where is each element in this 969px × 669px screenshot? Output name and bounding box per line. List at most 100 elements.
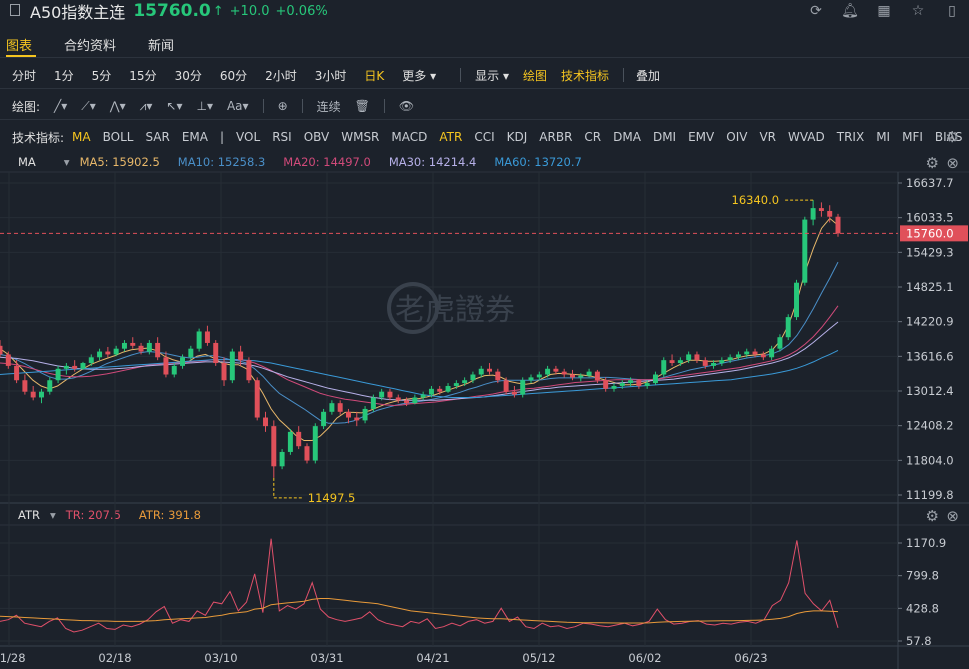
indicator-emv[interactable]: EMV (688, 130, 715, 144)
indicator-vol[interactable]: VOL (236, 130, 261, 144)
indicator-cci[interactable]: CCI (474, 130, 495, 144)
more-icon[interactable]: ▯ (948, 3, 956, 19)
period-2h[interactable]: 2小时 (265, 68, 297, 83)
overlay-button[interactable]: 叠加 (636, 68, 661, 83)
indicator-trix[interactable]: TRIX (836, 130, 865, 144)
eye-icon[interactable]: 👁︎ (398, 99, 415, 113)
candle-body (263, 417, 268, 427)
ma-settings-gear-icon[interactable]: ⚙ (925, 154, 939, 172)
menu-icon[interactable] (10, 4, 20, 16)
candle-body (30, 391, 36, 398)
tab-contract-info[interactable]: 合约资料 (64, 38, 117, 54)
indicator-bias[interactable]: BIAS (934, 130, 963, 144)
indicator-atr[interactable]: ATR (439, 130, 463, 144)
atr-close-icon[interactable]: ⊗ (946, 507, 959, 525)
period-5m[interactable]: 5分 (91, 68, 112, 83)
continuous-draw-toggle[interactable]: 连续 (316, 99, 341, 114)
period-3h[interactable]: 3小时 (314, 68, 347, 83)
indicator-kdj[interactable]: KDJ (506, 130, 528, 144)
trash-icon[interactable]: 🗑︎ (354, 99, 370, 113)
candle-body (254, 380, 260, 418)
indicator-ma[interactable]: MA (72, 130, 91, 144)
indicator-boll[interactable]: BOLL (102, 130, 134, 144)
ma-line-ma60 (0, 349, 839, 398)
indicators-toggle[interactable]: 技术指标 (561, 68, 610, 83)
candle-body (155, 342, 161, 358)
period-daily[interactable]: 日K (364, 68, 385, 83)
bell-icon[interactable]: 🔔︎ (841, 3, 859, 19)
ma-legend-name[interactable]: MA (18, 155, 36, 169)
candle-body (22, 380, 28, 392)
indicator-settings-gear-icon[interactable]: ⚙ (945, 128, 959, 146)
atr-settings-gear-icon[interactable]: ⚙ (925, 507, 939, 525)
indicator-obv[interactable]: OBV (303, 130, 330, 144)
candle-body (428, 388, 434, 395)
atr-legend-name[interactable]: ATR (18, 508, 40, 522)
candle-body (329, 403, 335, 412)
price-tick-label: 15429.3 (906, 245, 954, 259)
divider (460, 68, 462, 82)
candle-body (379, 391, 385, 398)
indicator-wvad[interactable]: WVAD (788, 130, 825, 144)
draw-label: 绘图: (12, 99, 41, 114)
candle-body (0, 345, 3, 355)
line-tool-icon[interactable]: ╱▾ (54, 99, 68, 113)
chevron-down-icon[interactable]: ▾ (63, 155, 70, 169)
indicator-arbr[interactable]: ARBR (539, 130, 573, 144)
text-tool-icon[interactable]: Aa▾ (226, 99, 249, 113)
candle-body (97, 351, 103, 358)
candle-body (578, 375, 584, 378)
divider (301, 99, 303, 113)
candle-body (661, 360, 667, 375)
ma-legend-item: MA5: 15902.5 (79, 155, 160, 169)
indicator-mi[interactable]: MI (876, 130, 891, 144)
chevron-down-icon[interactable]: ▾ (50, 508, 56, 522)
tab-news[interactable]: 新闻 (148, 38, 175, 54)
period-1m[interactable]: 1分 (54, 68, 74, 83)
zoom-in-icon[interactable]: ⊕ (277, 99, 288, 113)
indicator-ema[interactable]: EMA (181, 130, 208, 144)
indicator-sar[interactable]: SAR (145, 130, 170, 144)
wave-tool-icon[interactable]: ⋀▾ (109, 99, 126, 113)
measure-tool-icon[interactable]: ⊥▾ (196, 99, 213, 113)
indicator-vr[interactable]: VR (759, 130, 776, 144)
candle-body (163, 357, 169, 375)
candle-body (785, 317, 791, 338)
indicator-cr[interactable]: CR (584, 130, 602, 144)
price-arrow-icon: ↑ (212, 3, 224, 19)
arrow-tool-icon[interactable]: ↖▾ (166, 99, 183, 113)
candle-body (694, 354, 700, 361)
period-toolbar: 分时 1分 5分 15分 30分 60分 2小时 3小时 日K 更多 ▾ 显示 … (0, 64, 969, 86)
pattern-tool-icon[interactable]: ⩘▾ (139, 98, 153, 113)
ma-close-icon[interactable]: ⊗ (946, 154, 959, 172)
channel-tool-icon[interactable]: ⟋▾ (81, 98, 96, 113)
period-15m[interactable]: 15分 (129, 68, 157, 83)
candle-body (188, 348, 194, 358)
drawing-toolbar: 绘图: ╱▾ ⟋▾ ⋀▾ ⩘▾ ↖▾ ⊥▾ Aa▾ ⊕ 连续 🗑︎ 👁︎ (0, 95, 969, 117)
indicator-dmi[interactable]: DMI (652, 130, 677, 144)
period-timeshare[interactable]: 分时 (12, 68, 37, 83)
indicator-dma[interactable]: DMA (613, 130, 641, 144)
price-tick-label: 14825.1 (906, 280, 954, 294)
period-30m[interactable]: 30分 (174, 68, 202, 83)
candle-body (628, 380, 634, 384)
date-tick-label: 03/10 (204, 651, 237, 665)
draw-toggle[interactable]: 绘图 (522, 68, 547, 83)
indicator-wmsr[interactable]: WMSR (341, 130, 380, 144)
candle-body (503, 380, 509, 392)
indicator-macd[interactable]: MACD (391, 130, 428, 144)
indicator-rsi[interactable]: RSI (272, 130, 292, 144)
refresh-icon[interactable]: ⟳ (810, 3, 822, 19)
price-tick-label: 12408.2 (906, 419, 954, 433)
indicator-mfi[interactable]: MFI (902, 130, 923, 144)
indicator-label: 技术指标: (12, 130, 65, 145)
period-more-dropdown[interactable]: 更多 ▾ (402, 68, 437, 83)
star-icon[interactable]: ☆ (911, 3, 925, 19)
period-60m[interactable]: 60分 (219, 68, 248, 83)
price-change: +10.0 (229, 3, 270, 19)
indicator-oiv[interactable]: OIV (726, 130, 748, 144)
candle-body (677, 360, 683, 364)
tab-chart[interactable]: 图表 (6, 38, 33, 54)
display-dropdown[interactable]: 显示 ▾ (475, 68, 509, 83)
grid-icon[interactable]: ▦ (877, 3, 891, 19)
